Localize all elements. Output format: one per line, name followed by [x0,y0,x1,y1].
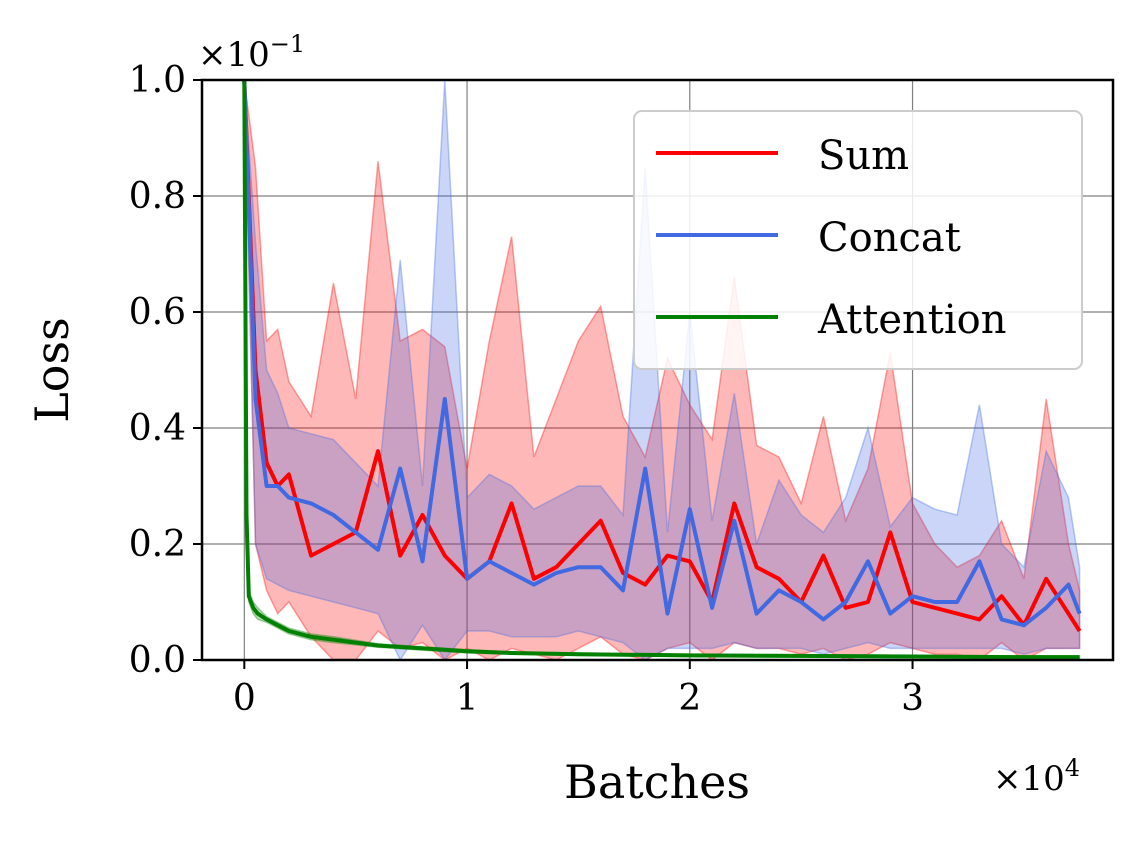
legend-label-concat: Concat [818,215,961,261]
legend-label-attention: Attention [817,297,1006,343]
y-tick-label: 0.2 [129,524,186,565]
series-lines [242,79,1082,660]
legend-label-sum: Sum [818,133,909,179]
y-tick-label: 0.0 [129,640,186,681]
x-tick-label: 3 [901,678,924,719]
y-multiplier-base: ×10 [198,35,270,75]
y-tick-label: 0.4 [129,408,186,449]
y-multiplier: ×10−1 [198,30,305,75]
y-multiplier-exp: −1 [270,30,305,58]
x-multiplier-exp: 4 [1065,754,1080,782]
x-multiplier-base: ×10 [993,759,1065,799]
x-tick-label: 1 [456,678,479,719]
x-multiplier: ×104 [993,754,1080,799]
y-tick-label: 1.0 [129,60,186,101]
band-concat [243,79,1081,662]
x-tick-label: 2 [678,678,701,719]
x-tick-label: 0 [233,678,256,719]
line-attention [242,79,1080,660]
line-sum [242,79,1082,633]
y-tick-label: 0.6 [129,292,186,333]
line-concat [242,79,1082,628]
x-axis-title: Batches [564,755,750,809]
legend: Sum Concat Attention [633,110,1083,370]
y-tick-label: 0.8 [129,176,186,217]
y-axis-title: Loss [25,317,79,422]
legend-box [633,110,1083,370]
plot-frame [200,78,1115,662]
ticks: 0 1 2 3 0.0 0.2 0.4 0.6 0.8 1.0 [129,60,924,719]
